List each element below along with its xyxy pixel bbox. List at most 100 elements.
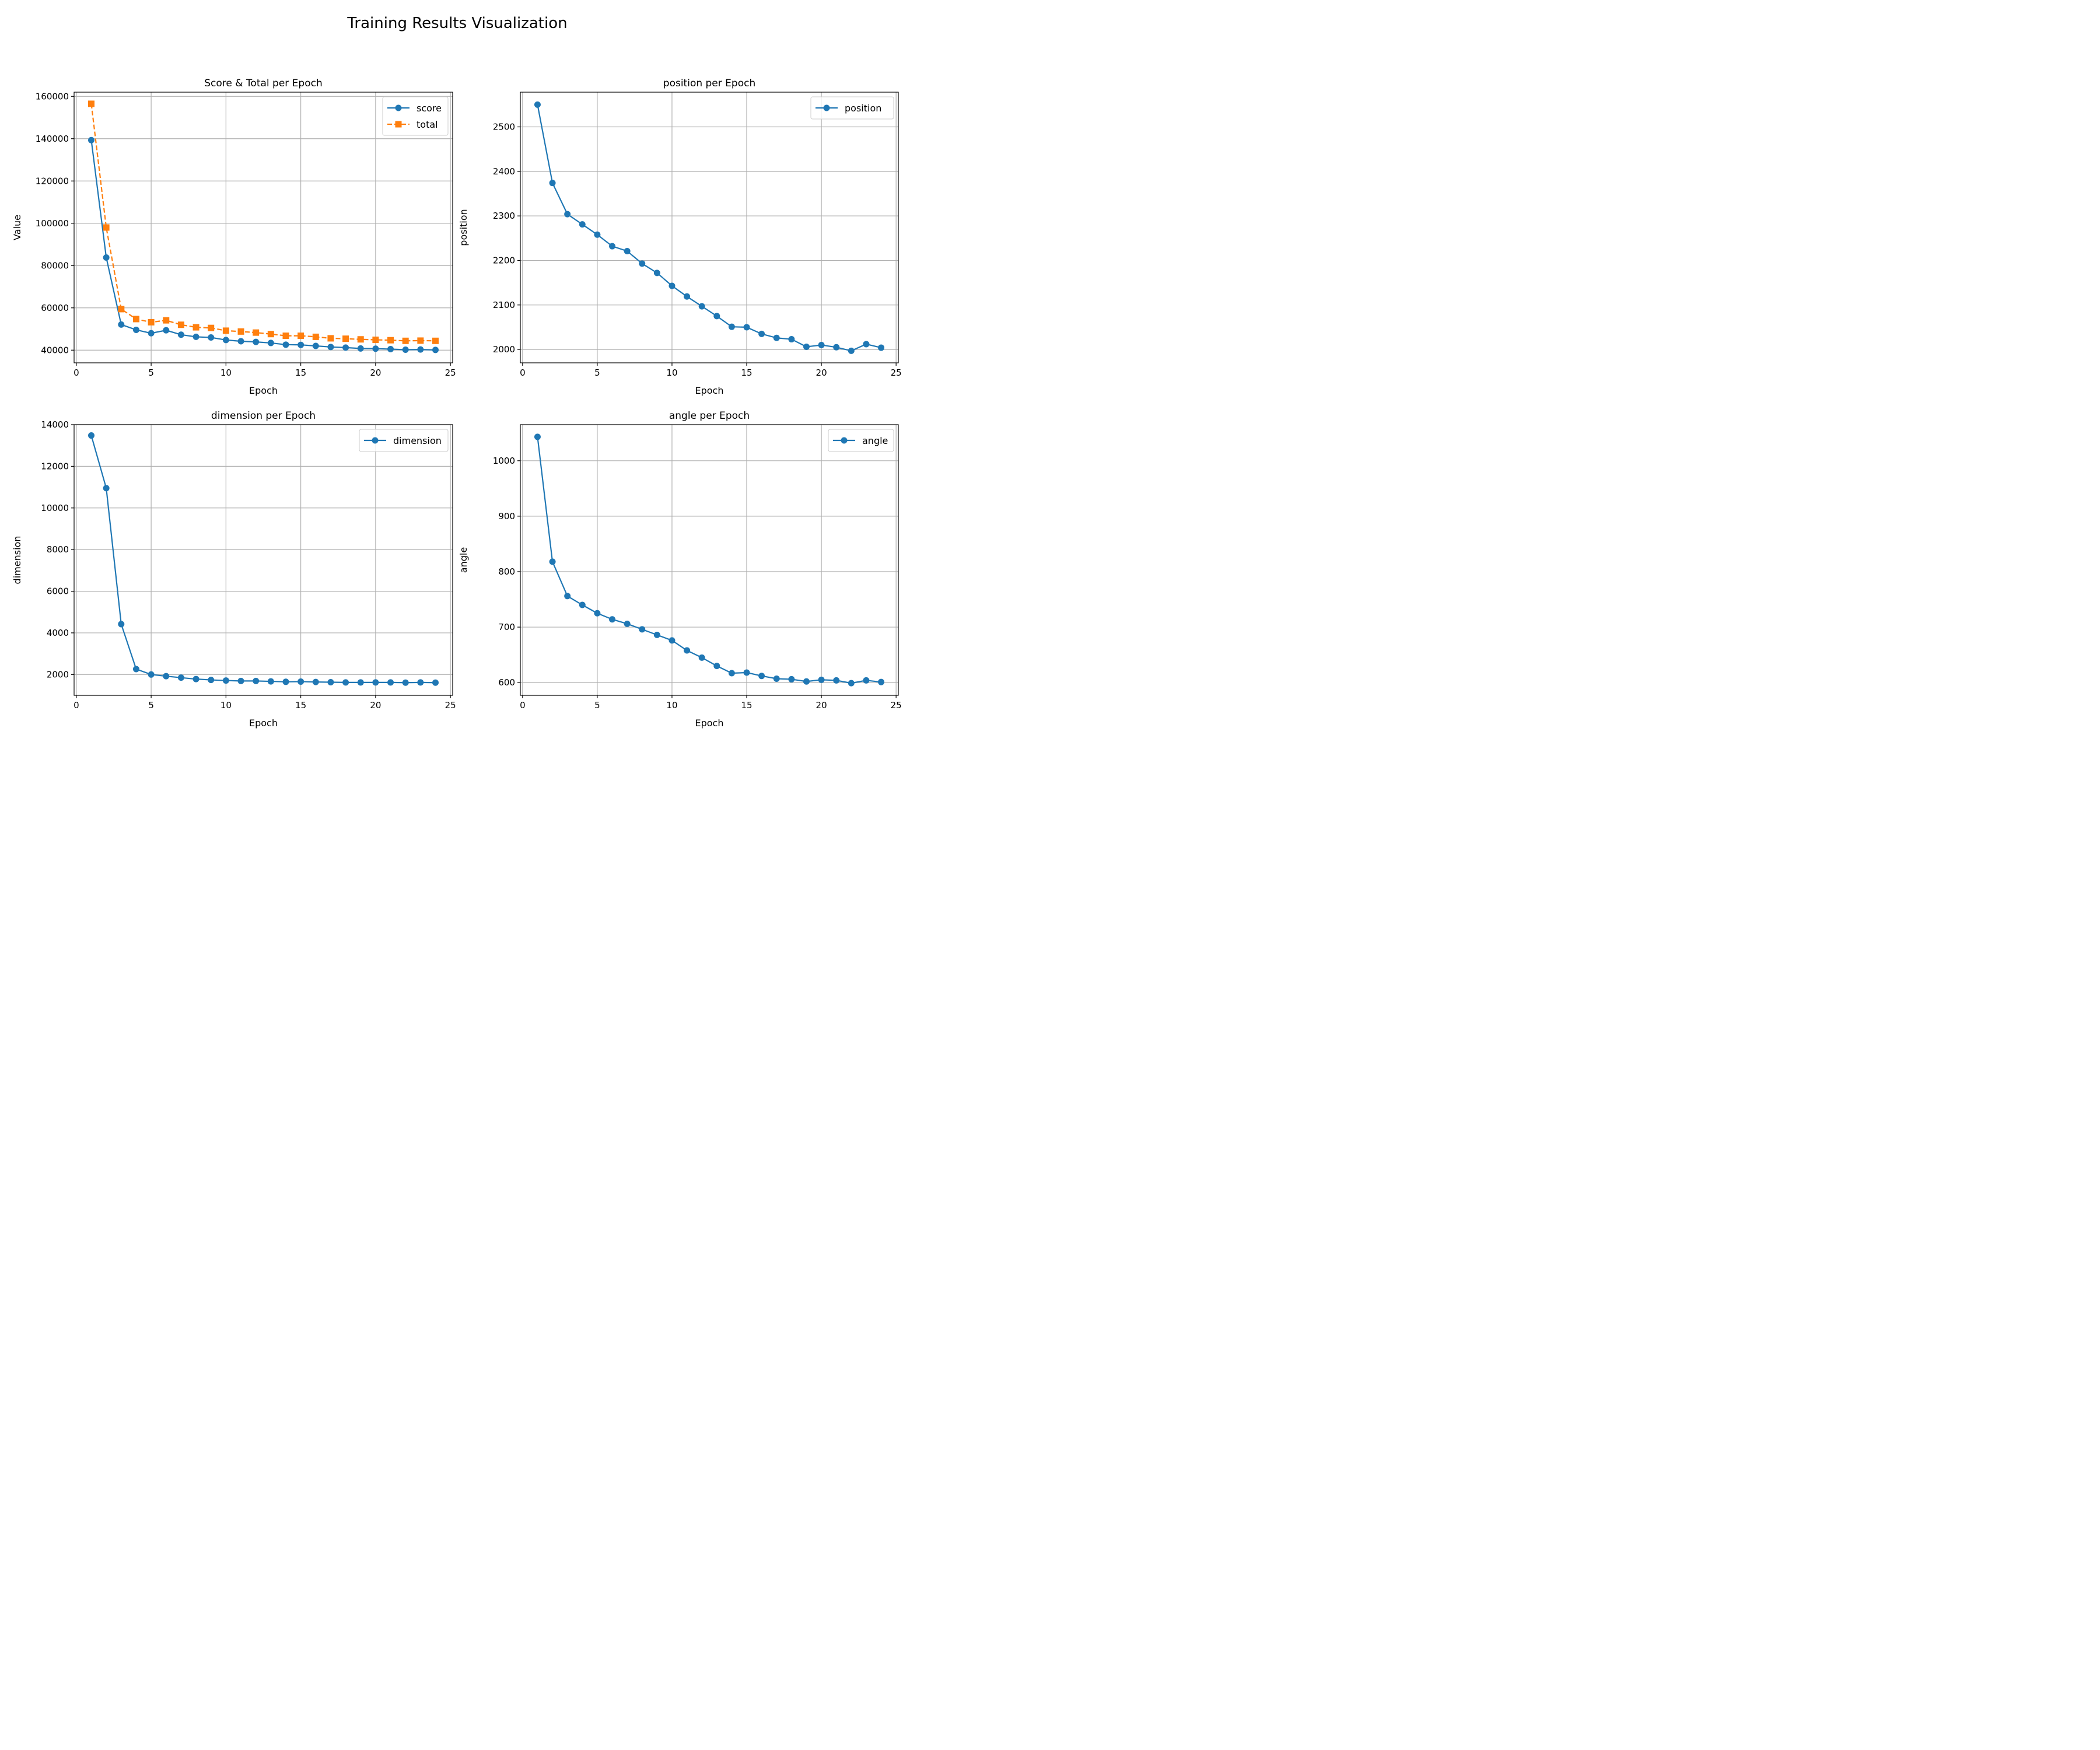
data-point-angle bbox=[594, 610, 601, 617]
data-point-position bbox=[833, 344, 840, 351]
x-tick-label: 20 bbox=[816, 700, 827, 710]
data-point-position bbox=[639, 260, 646, 267]
legend-marker-dimension bbox=[372, 437, 379, 444]
data-point-angle bbox=[624, 620, 631, 627]
data-point-total bbox=[163, 317, 170, 324]
y-axis-label: Value bbox=[12, 215, 23, 240]
y-tick-label: 100000 bbox=[36, 218, 69, 229]
data-point-score bbox=[432, 346, 439, 354]
x-axis-label: Epoch bbox=[695, 718, 724, 729]
data-point-total bbox=[417, 337, 424, 344]
x-tick-label: 0 bbox=[74, 700, 79, 710]
x-tick-label: 25 bbox=[891, 700, 902, 710]
legend-frame bbox=[359, 429, 449, 452]
data-point-score bbox=[118, 321, 125, 328]
x-tick-label: 25 bbox=[445, 368, 456, 378]
data-point-dimension bbox=[222, 677, 229, 684]
chart-title: angle per Epoch bbox=[669, 410, 750, 422]
y-tick-label: 80000 bbox=[41, 260, 69, 271]
plot-frame bbox=[520, 92, 899, 363]
x-tick-label: 15 bbox=[295, 700, 306, 710]
x-tick-label: 20 bbox=[370, 700, 381, 710]
x-axis-label: Epoch bbox=[249, 718, 278, 729]
legend-label-score: score bbox=[416, 103, 442, 114]
data-point-position bbox=[668, 282, 676, 289]
y-tick-label: 900 bbox=[498, 511, 515, 522]
data-point-position bbox=[758, 330, 765, 337]
data-point-dimension bbox=[402, 679, 409, 686]
data-point-angle bbox=[848, 680, 855, 687]
x-tick-label: 5 bbox=[594, 700, 600, 710]
y-axis-label: position bbox=[458, 209, 469, 246]
data-point-total bbox=[237, 328, 244, 335]
data-point-angle bbox=[758, 673, 765, 680]
data-point-dimension bbox=[372, 679, 379, 686]
y-tick-label: 2000 bbox=[493, 344, 515, 355]
x-tick-label: 0 bbox=[520, 368, 526, 378]
chart-panel-1: 0 5 10 15 20 25 40000 60000 80000 100000 120000 140… bbox=[12, 78, 456, 396]
data-point-total bbox=[132, 316, 139, 323]
data-point-dimension bbox=[312, 678, 319, 685]
x-tick-label: 5 bbox=[148, 700, 154, 710]
legend-marker-angle bbox=[841, 437, 848, 444]
data-point-total bbox=[253, 329, 260, 336]
data-point-dimension bbox=[163, 673, 170, 680]
data-point-angle bbox=[773, 675, 780, 682]
x-tick-label: 10 bbox=[220, 368, 232, 378]
data-point-dimension bbox=[267, 678, 274, 685]
y-tick-label: 140000 bbox=[36, 134, 69, 144]
chart-title: dimension per Epoch bbox=[211, 410, 316, 422]
data-point-score bbox=[222, 337, 229, 344]
chart-title: Score & Total per Epoch bbox=[204, 78, 322, 89]
data-point-total bbox=[327, 335, 334, 342]
data-point-total bbox=[103, 224, 110, 231]
data-point-dimension bbox=[342, 679, 349, 686]
x-tick-label: 20 bbox=[816, 368, 827, 378]
series-line-position bbox=[537, 104, 881, 352]
x-tick-label: 0 bbox=[74, 368, 79, 378]
y-tick-label: 4000 bbox=[47, 628, 69, 638]
legend: angle bbox=[828, 429, 894, 452]
x-tick-label: 20 bbox=[370, 368, 381, 378]
data-point-angle bbox=[878, 678, 885, 685]
training-results-figure: Training Results Visualization 0 5 10 15 20 2… bbox=[12, 15, 902, 729]
legend-marker-position bbox=[823, 104, 830, 111]
y-tick-label: 10000 bbox=[41, 503, 69, 513]
legend-label-dimension: dimension bbox=[393, 435, 442, 446]
x-axis-label: Epoch bbox=[249, 385, 278, 396]
data-point-score bbox=[148, 330, 155, 337]
data-point-score bbox=[402, 346, 409, 354]
series-line-dimension bbox=[90, 435, 436, 684]
chart-title: position per Epoch bbox=[663, 78, 755, 89]
data-point-total bbox=[267, 331, 274, 338]
data-point-total bbox=[208, 324, 215, 331]
legend-label-position: position bbox=[845, 103, 881, 114]
plot-frame bbox=[74, 92, 453, 363]
data-point-angle bbox=[534, 433, 541, 440]
data-point-dimension bbox=[237, 677, 244, 684]
y-tick-label: 14000 bbox=[41, 419, 69, 430]
data-point-score bbox=[208, 334, 215, 341]
data-point-position bbox=[848, 347, 855, 354]
y-tick-label: 2200 bbox=[493, 255, 515, 265]
data-point-dimension bbox=[298, 678, 304, 685]
data-point-score bbox=[298, 341, 304, 348]
data-point-score bbox=[327, 344, 334, 351]
data-point-total bbox=[312, 333, 319, 340]
y-tick-label: 2400 bbox=[493, 166, 515, 177]
data-point-position bbox=[564, 211, 571, 218]
chart-panels: 0 5 10 15 20 25400006000080000100000120000140… bbox=[12, 78, 902, 729]
data-point-total bbox=[222, 327, 229, 334]
data-point-angle bbox=[728, 670, 735, 677]
data-point-angle bbox=[698, 654, 705, 661]
data-point-position bbox=[818, 341, 825, 348]
legend-label-total: total bbox=[416, 119, 438, 130]
data-point-dimension bbox=[357, 679, 364, 686]
y-tick-label: 12000 bbox=[41, 461, 69, 471]
data-point-total bbox=[342, 335, 349, 342]
data-point-position bbox=[863, 341, 870, 348]
y-tick-label: 120000 bbox=[36, 176, 69, 186]
figure-suptitle: Training Results Visualization bbox=[346, 15, 567, 32]
data-point-angle bbox=[653, 631, 660, 638]
data-point-position bbox=[773, 334, 780, 341]
